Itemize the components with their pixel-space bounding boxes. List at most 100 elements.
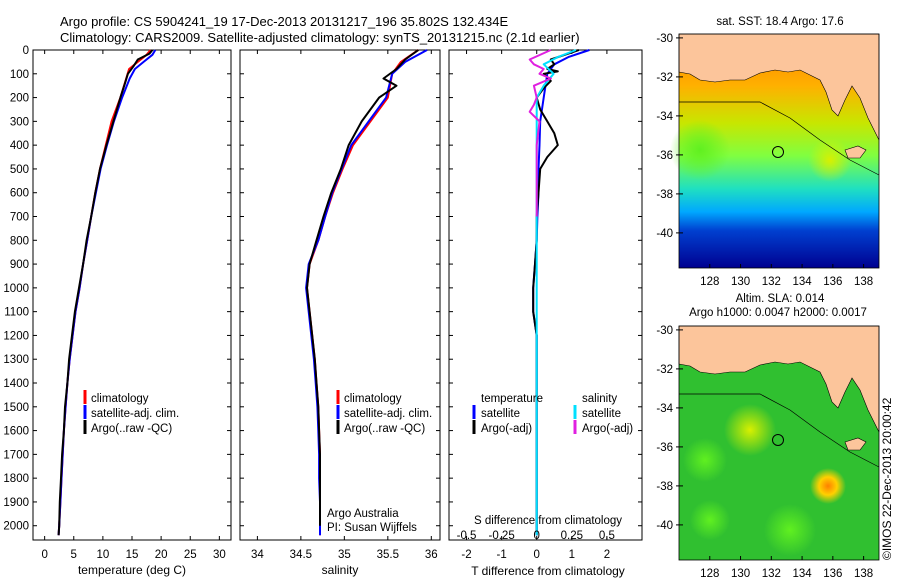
x-tick-label: -2 <box>461 549 471 561</box>
sst-map-panel: sat. SST: 18.4 Argo: 17.6 -30-32-34-36-3… <box>656 16 880 288</box>
x-tick-label: -1 <box>497 549 507 561</box>
difference-legend: temperature salinity satellite Argo(-adj… <box>472 393 633 435</box>
salinity-depth-ticks <box>240 49 440 527</box>
pi-label: PI: Susan Wijffels <box>327 522 417 534</box>
lat-tick-label: -36 <box>656 150 673 162</box>
depth-tick-label: 700 <box>10 212 29 224</box>
title-line-1: Argo profile: CS 5904241_19 17-Dec-2013 … <box>60 14 508 29</box>
lon-tick-label: 136 <box>823 276 842 288</box>
sla-argo-marker <box>772 434 784 446</box>
legend-label-argo: Argo(..raw -QC) <box>344 423 425 435</box>
sst-warm-patch <box>670 120 730 180</box>
x-tick-label: 34 <box>251 549 264 561</box>
series-line-argo <box>306 49 419 526</box>
x-tick-label: 25 <box>184 549 197 561</box>
lon-tick-label: 134 <box>792 568 812 580</box>
x-tick-label: 34.5 <box>290 549 312 561</box>
depth-tick-label: 900 <box>10 259 29 271</box>
temperature-panel: 0100200300400500600700800900100011001200… <box>3 45 232 577</box>
s-diff-tick-label: 0 <box>534 530 540 542</box>
depth-tick-label: 2000 <box>3 521 29 533</box>
depth-tick-label: 1300 <box>3 354 29 366</box>
x-tick-label: 35 <box>338 549 351 561</box>
kangaroo-island <box>844 437 867 451</box>
x-tick-label: 36 <box>425 549 438 561</box>
lat-tick-label: -32 <box>656 364 673 376</box>
depth-tick-label: 0 <box>23 45 29 57</box>
sst-argo-marker <box>772 146 784 158</box>
legend-label-satellite: satellite-adj. clim. <box>344 408 432 420</box>
sla-contour-line <box>679 393 880 468</box>
lon-tick-label: 128 <box>700 568 719 580</box>
s-diff-tick-label: 0.25 <box>561 530 583 542</box>
s-diff-tick-label: 0.5 <box>599 530 615 542</box>
depth-tick-label: 1800 <box>3 473 29 485</box>
sla-high-patch <box>683 438 727 482</box>
temperature-x-ticks: 0 5 10 15 20 25 30 <box>41 50 226 561</box>
lon-tick-label: 128 <box>700 276 719 288</box>
x-tick-label: 1 <box>569 549 575 561</box>
depth-tick-label: 500 <box>10 164 29 176</box>
legend-heading-temperature: temperature <box>481 393 543 405</box>
title-line-2: Climatology: CARS2009. Satellite-adjuste… <box>60 30 580 45</box>
salinity-legend: climatology satellite-adj. clim. Argo(..… <box>336 390 432 435</box>
lon-tick-label: 138 <box>854 276 873 288</box>
sst-map-title: sat. SST: 18.4 Argo: 17.6 <box>716 16 843 28</box>
temperature-legend: climatology satellite-adj. clim. Argo(..… <box>83 390 179 435</box>
lat-tick-label: -40 <box>656 520 673 532</box>
depth-tick-label: 300 <box>10 116 29 128</box>
s-difference-axis-label: S difference from climatology <box>474 515 622 527</box>
lat-tick-label: -40 <box>656 228 673 240</box>
s-diff-tick-label: -0.5 <box>457 530 477 542</box>
x-tick-label: 15 <box>126 549 139 561</box>
sla-map-title: Altim. SLA: 0.014 <box>736 293 825 305</box>
salinity-panel: 34 34.5 35 35.5 36 salinity climatology sate… <box>239 49 441 577</box>
depth-tick-label: 1600 <box>3 426 29 438</box>
sla-high-patch <box>764 504 816 556</box>
imos-timestamp: ©IMOS 22-Dec-2013 20:00:42 <box>880 330 898 560</box>
depth-tick-label: 400 <box>10 140 29 152</box>
t-difference-xlabel: T difference from climatology <box>471 564 625 578</box>
depth-tick-label: 200 <box>10 93 29 105</box>
temperature-series <box>57 49 157 536</box>
s-diff-tick-label: -0.25 <box>489 530 515 542</box>
depth-tick-label: 1700 <box>3 449 29 461</box>
lat-tick-label: -34 <box>656 403 673 415</box>
sla-high-patch <box>724 404 776 456</box>
legend-heading-salinity: salinity <box>582 393 617 405</box>
australia-coast-land <box>678 33 880 141</box>
lat-tick-label: -38 <box>656 481 673 493</box>
lat-tick-label: -36 <box>656 442 673 454</box>
legend-label-satellite: satellite-adj. clim. <box>91 408 179 420</box>
sla-map-subtitle: Argo h1000: 0.0047 h2000: 0.0017 <box>689 307 867 319</box>
legend-label-argo: Argo(..raw -QC) <box>91 423 172 435</box>
institution-label: Argo Australia <box>327 508 399 520</box>
sla-map-frame <box>678 325 880 561</box>
lat-tick-label: -30 <box>656 33 673 45</box>
difference-panel: -2 -1 0 1 2 S difference from climatology -0… <box>448 49 643 578</box>
lon-tick-label: 138 <box>854 568 873 580</box>
sla-lon-ticks: 128 130 132 134 136 138 <box>700 556 873 580</box>
legend-label-climatology: climatology <box>344 393 402 405</box>
series-line-argo <box>57 49 154 536</box>
sla-high-patch <box>690 500 730 540</box>
difference-axes-frame <box>448 49 643 541</box>
lat-tick-label: -34 <box>656 111 673 123</box>
legend-label-t-argo: Argo(-adj) <box>481 423 532 435</box>
legend-label-s-argo: Argo(-adj) <box>582 423 633 435</box>
depth-axis-ticks: 0 100 200 300 400 500 600 700 800 900 1000 1100 1200… <box>3 45 231 533</box>
depth-tick-label: 1400 <box>3 378 29 390</box>
difference-series <box>528 49 590 536</box>
x-tick-label: 0 <box>534 549 540 561</box>
salinity-series <box>305 49 428 536</box>
depth-tick-label: 600 <box>10 188 29 200</box>
lat-tick-label: -32 <box>656 72 673 84</box>
sst-lat-ticks: -30 -32 -34 -36 -38 -40 <box>656 33 683 240</box>
sst-map-frame <box>678 33 880 269</box>
salinity-x-ticks: 34 34.5 35 35.5 36 <box>251 50 438 561</box>
legend-label-t-satellite: satellite <box>481 408 520 420</box>
x-tick-label: 5 <box>71 549 77 561</box>
temperature-axes-frame <box>32 49 232 541</box>
x-tick-label: 2 <box>604 549 610 561</box>
